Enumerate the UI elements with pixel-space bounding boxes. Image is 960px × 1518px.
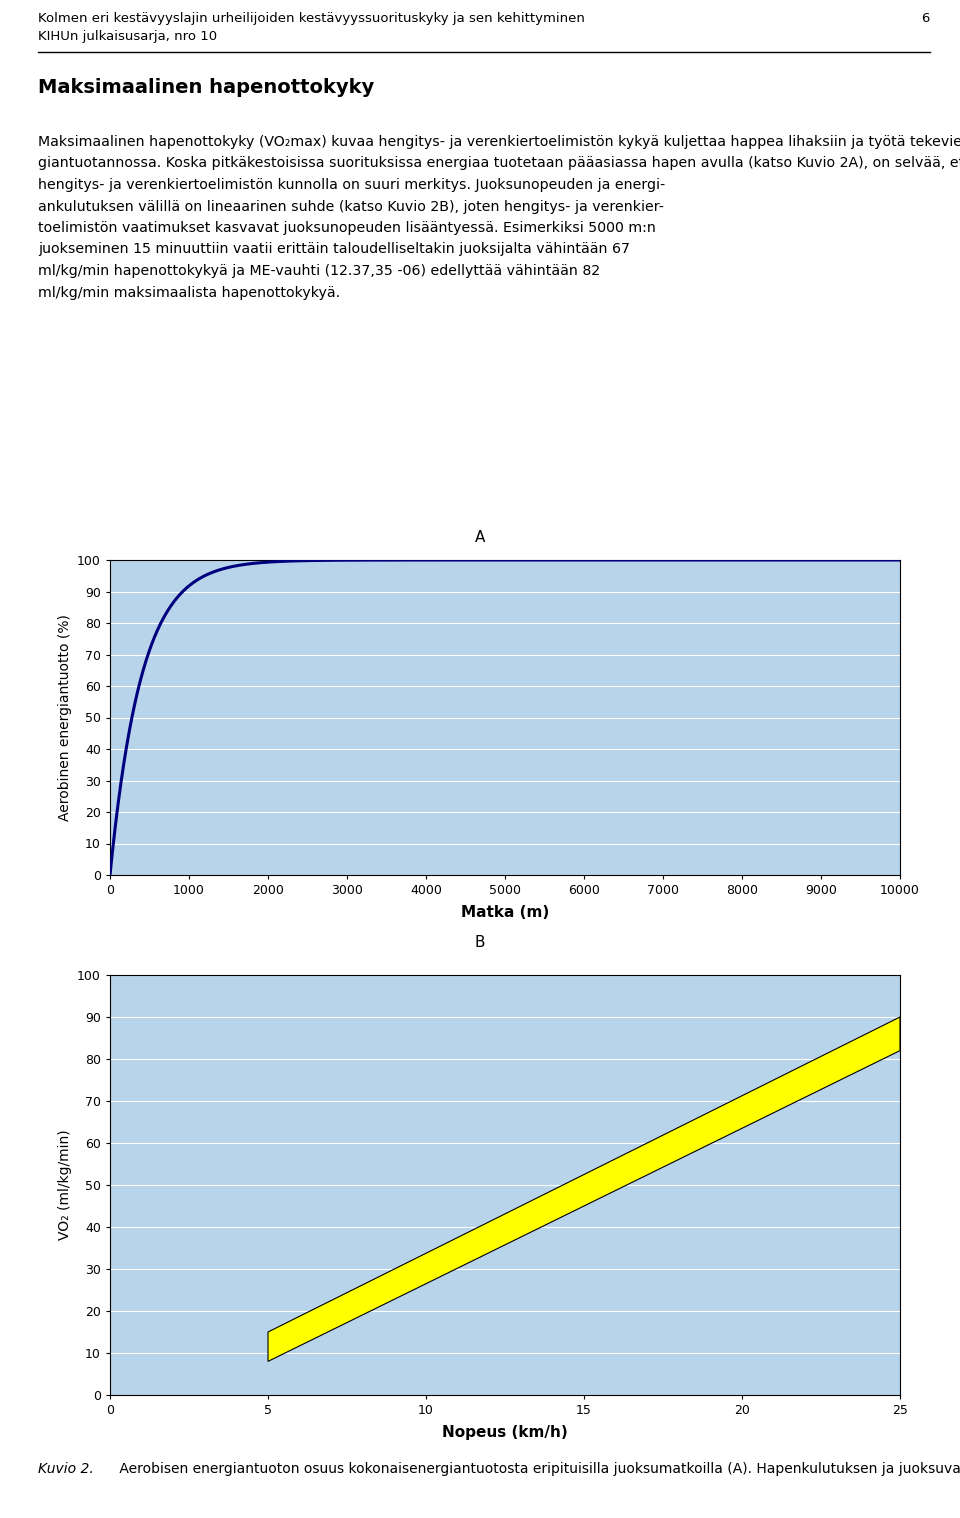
- X-axis label: Matka (m): Matka (m): [461, 905, 549, 920]
- Text: juokseminen 15 minuuttiin vaatii erittäin taloudelliseltakin juoksijalta vähintä: juokseminen 15 minuuttiin vaatii erittäi…: [38, 243, 630, 257]
- Text: B: B: [475, 935, 485, 950]
- Text: hengitys- ja verenkiertoelimistön kunnolla on suuri merkitys. Juoksunopeuden ja : hengitys- ja verenkiertoelimistön kunnol…: [38, 178, 665, 191]
- X-axis label: Nopeus (km/h): Nopeus (km/h): [443, 1425, 568, 1441]
- Text: ml/kg/min hapenottokykyä ja ME-vauhti (12.37,35 -06) edellyttää vähintään 82: ml/kg/min hapenottokykyä ja ME-vauhti (1…: [38, 264, 600, 278]
- Text: toelimistön vaatimukset kasvavat juoksunopeuden lisääntyessä. Esimerkiksi 5000 m: toelimistön vaatimukset kasvavat juoksun…: [38, 222, 656, 235]
- Text: Kuvio 2.: Kuvio 2.: [38, 1462, 94, 1475]
- Polygon shape: [268, 1017, 900, 1362]
- Y-axis label: Aerobinen energiantuotto (%): Aerobinen energiantuotto (%): [58, 615, 72, 821]
- Text: Maksimaalinen hapenottokyky: Maksimaalinen hapenottokyky: [38, 77, 374, 97]
- Text: ankulutuksen välillä on lineaarinen suhde (katso Kuvio 2B), joten hengitys- ja v: ankulutuksen välillä on lineaarinen suhd…: [38, 199, 664, 214]
- Text: Maksimaalinen hapenottokyky (VO₂max) kuvaa hengitys- ja verenkiertoelimistön kyk: Maksimaalinen hapenottokyky (VO₂max) kuv…: [38, 135, 960, 149]
- Text: giantuotannossa. Koska pitkäkestoisissa suorituksissa energiaa tuotetaan pääasia: giantuotannossa. Koska pitkäkestoisissa …: [38, 156, 960, 170]
- Text: Kolmen eri kestävyyslajin urheilijoiden kestävyyssuorituskyky ja sen kehittymine: Kolmen eri kestävyyslajin urheilijoiden …: [38, 12, 585, 24]
- Text: ml/kg/min maksimaalista hapenottokykyä.: ml/kg/min maksimaalista hapenottokykyä.: [38, 285, 340, 299]
- Text: KIHUn julkaisusarja, nro 10: KIHUn julkaisusarja, nro 10: [38, 30, 217, 43]
- Text: 6: 6: [922, 12, 930, 24]
- Text: Aerobisen energiantuoton osuus kokonaisenergiantuotosta eripituisilla juoksumatk: Aerobisen energiantuoton osuus kokonaise…: [115, 1462, 960, 1475]
- Y-axis label: VO₂ (ml/kg/min): VO₂ (ml/kg/min): [58, 1129, 72, 1240]
- Text: A: A: [475, 530, 485, 545]
